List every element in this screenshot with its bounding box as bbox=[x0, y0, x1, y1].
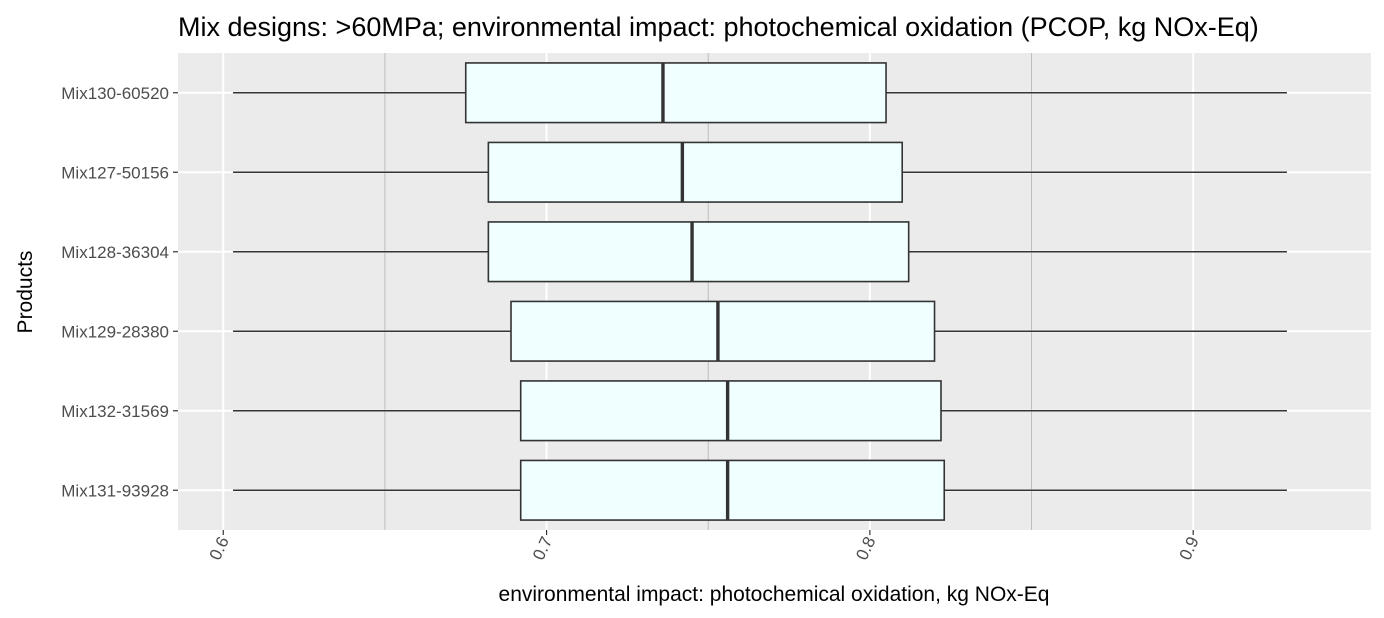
y-tick-label: Mix128-36304 bbox=[61, 243, 169, 262]
y-tick-label: Mix130-60520 bbox=[61, 84, 169, 103]
box-Mix128-36304 bbox=[232, 221, 1287, 283]
box-Mix127-50156 bbox=[232, 141, 1287, 203]
y-tick-label: Mix132-31569 bbox=[61, 402, 169, 421]
boxplot-boxes bbox=[232, 62, 1287, 521]
y-tick-label: Mix127-50156 bbox=[61, 163, 169, 182]
x-axis: 0.6 0.7 0.8 0.9 bbox=[206, 530, 1203, 563]
x-tick-label: 0.7 bbox=[529, 534, 556, 563]
box-Mix131-93928 bbox=[232, 459, 1287, 521]
x-tick-label: 0.6 bbox=[206, 534, 233, 563]
box-Mix130-60520 bbox=[232, 62, 1287, 124]
box-iqr bbox=[510, 300, 936, 362]
y-tick-label: Mix129-28380 bbox=[61, 322, 169, 341]
box-iqr bbox=[487, 141, 904, 203]
y-axis-title: Products bbox=[14, 251, 37, 334]
x-tick-label: 0.8 bbox=[852, 534, 879, 563]
major-gridlines-x bbox=[222, 53, 1195, 530]
plot-panel bbox=[178, 53, 1371, 530]
x-tick-label: 0.9 bbox=[1176, 534, 1203, 563]
box-iqr bbox=[519, 459, 946, 521]
box-iqr bbox=[464, 62, 887, 124]
chart-title: Mix designs: >60MPa; environmental impac… bbox=[178, 12, 1259, 42]
box-iqr bbox=[487, 221, 910, 283]
y-axis: Mix130-60520 Mix127-50156 Mix128-36304 Mix1… bbox=[61, 84, 178, 500]
box-iqr bbox=[519, 380, 942, 442]
x-axis-title: environmental impact: photochemical oxid… bbox=[499, 583, 1050, 606]
box-Mix129-28380 bbox=[232, 300, 1287, 362]
minor-gridlines bbox=[384, 53, 1033, 530]
box-Mix132-31569 bbox=[232, 380, 1287, 442]
y-tick-label: Mix131-93928 bbox=[61, 481, 169, 500]
